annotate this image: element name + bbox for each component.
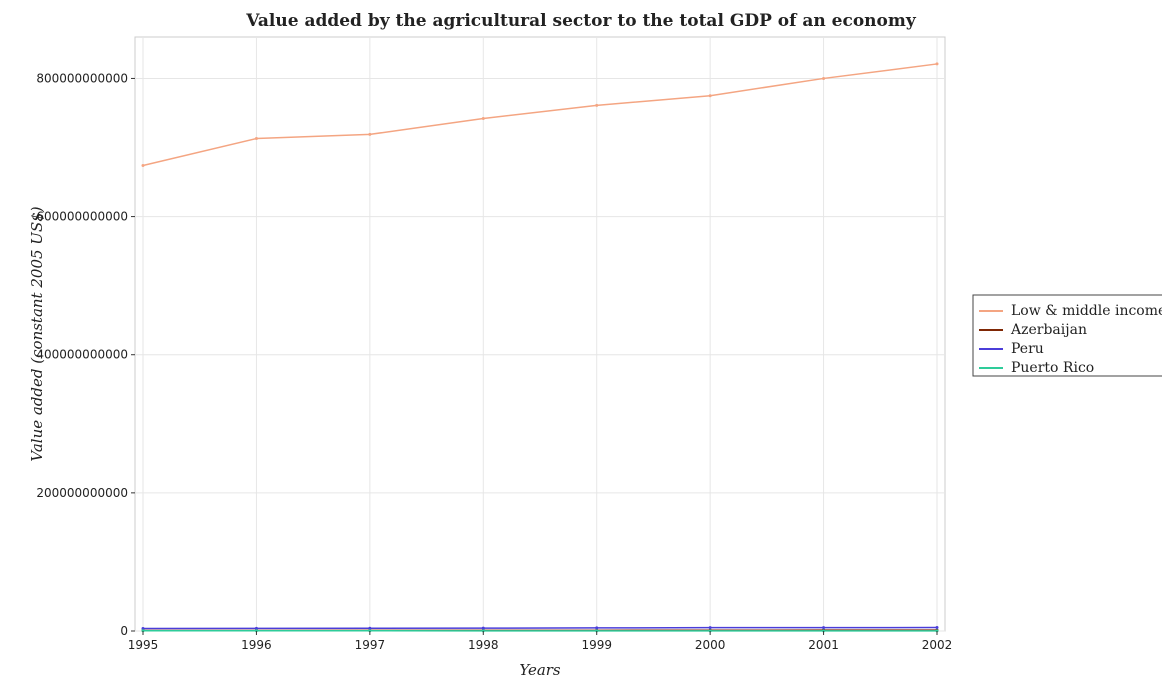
legend-box xyxy=(972,294,1162,377)
legend-label: Azerbaijan xyxy=(1010,322,1087,338)
data-point xyxy=(368,626,372,630)
legend: Low & middle income Azerbaijan Peru Puerto … xyxy=(972,294,1162,377)
x-tick-label: 1997 xyxy=(355,638,386,652)
data-point xyxy=(481,626,485,630)
data-point xyxy=(368,629,372,633)
data-point xyxy=(935,629,939,633)
data-point xyxy=(822,629,826,633)
x-tick-label: 2001 xyxy=(808,638,839,652)
data-point xyxy=(254,137,258,141)
data-point xyxy=(708,629,712,633)
y-axis-label: Value added (constant 2005 US$) xyxy=(28,206,46,461)
series-line-0 xyxy=(142,63,938,167)
x-tick-label: 1996 xyxy=(241,638,272,652)
legend-label: Puerto Rico xyxy=(1011,360,1094,376)
x-tick-label: 2000 xyxy=(695,638,726,652)
y-tick-label: 200000000000 xyxy=(36,486,128,500)
legend-label: Low & middle income xyxy=(1011,303,1162,319)
data-point xyxy=(481,629,485,633)
x-tick-label: 1999 xyxy=(581,638,612,652)
data-point xyxy=(595,103,599,107)
data-point xyxy=(254,626,258,630)
data-point xyxy=(708,626,712,630)
x-axis-label: Years xyxy=(519,661,561,679)
y-tick-label: 400000000000 xyxy=(36,348,128,362)
data-point xyxy=(141,629,145,633)
chart-title: Value added by the agricultural sector t… xyxy=(245,11,917,31)
data-point xyxy=(708,94,712,98)
data-point xyxy=(481,117,485,121)
data-point xyxy=(822,76,826,80)
series-line-2 xyxy=(142,626,938,630)
data-point xyxy=(368,132,372,136)
data-point xyxy=(822,626,826,630)
data-point xyxy=(141,627,145,631)
data-point xyxy=(141,163,145,167)
y-tick-label: 600000000000 xyxy=(36,210,128,224)
legend-label: Peru xyxy=(1011,341,1044,357)
data-point xyxy=(254,629,258,633)
x-tick-label: 1995 xyxy=(128,638,159,652)
y-tick-label: 800000000000 xyxy=(36,71,128,85)
plot-area xyxy=(134,36,946,633)
series-lines xyxy=(141,62,939,633)
y-axis-ticks: 0 200000000000 400000000000 600000000000 800… xyxy=(36,71,135,638)
data-point xyxy=(595,629,599,633)
x-tick-label: 1998 xyxy=(468,638,499,652)
data-point xyxy=(935,625,939,629)
plot-background xyxy=(134,36,946,632)
x-axis-ticks: 1995 1996 1997 1998 1999 2000 2001 2002 xyxy=(128,631,953,652)
data-point xyxy=(935,62,939,66)
data-point xyxy=(595,626,599,630)
x-tick-label: 2002 xyxy=(922,638,953,652)
y-tick-label: 0 xyxy=(120,624,128,638)
